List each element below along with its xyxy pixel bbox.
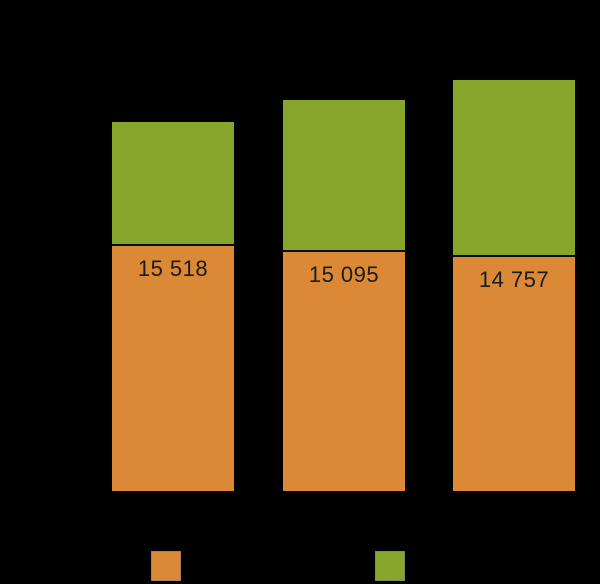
bar2-value-label: 15 095 (308, 262, 380, 287)
bar3-green-segment (453, 80, 575, 255)
bar2-orange-segment: 15 095 (283, 250, 405, 491)
legend-orange-swatch (151, 551, 181, 581)
bar3-value-label: 14 757 (478, 267, 550, 292)
bar-group-1: 15 518 (112, 122, 234, 491)
bar-group-3: 14 757 (453, 80, 575, 491)
bar-group-2: 15 095 (283, 100, 405, 491)
bar1-green-segment (112, 122, 234, 244)
bar1-value-label: 15 518 (137, 256, 209, 281)
bar2-green-segment (283, 100, 405, 250)
bar1-orange-segment: 15 518 (112, 244, 234, 491)
legend-green-swatch (375, 551, 405, 581)
bar3-orange-segment: 14 757 (453, 255, 575, 491)
